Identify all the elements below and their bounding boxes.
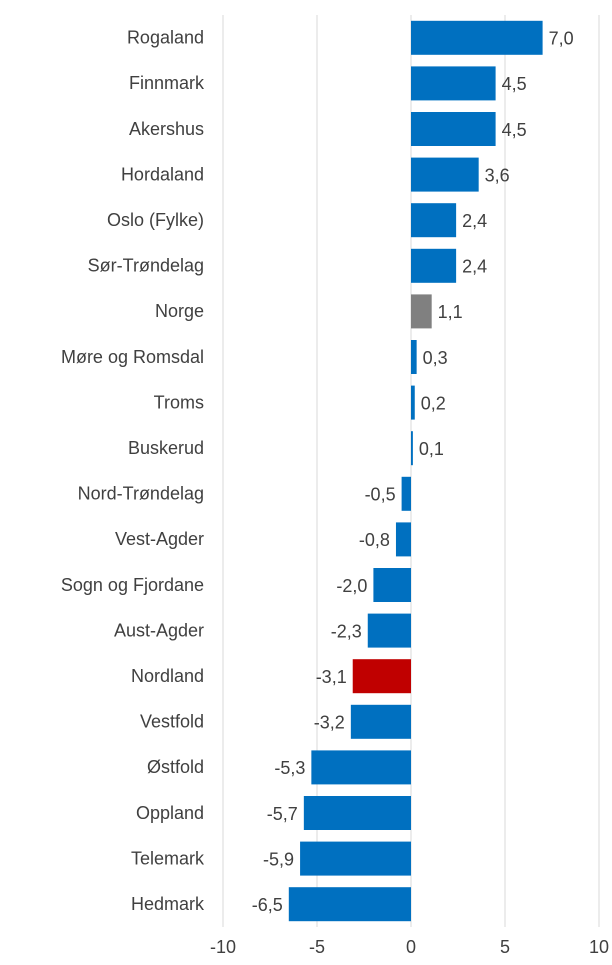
bar bbox=[367, 613, 411, 648]
y-tick-label: Hedmark bbox=[131, 894, 205, 914]
x-tick-label: 0 bbox=[406, 937, 416, 957]
bar bbox=[288, 887, 411, 922]
data-label: -0,5 bbox=[365, 485, 396, 505]
bar bbox=[411, 340, 417, 374]
x-tick-label: 10 bbox=[589, 937, 609, 957]
bar bbox=[311, 750, 411, 785]
y-tick-label: Aust-Agder bbox=[114, 620, 204, 640]
data-label: 0,2 bbox=[421, 393, 446, 413]
bar bbox=[300, 841, 411, 876]
y-tick-label: Troms bbox=[154, 392, 204, 412]
y-tick-label: Norge bbox=[155, 301, 204, 321]
bar bbox=[303, 796, 411, 830]
y-tick-label: Nord-Trøndelag bbox=[78, 484, 204, 504]
bar bbox=[411, 248, 457, 283]
data-label: -2,0 bbox=[336, 576, 367, 596]
data-label: -6,5 bbox=[252, 895, 283, 915]
bar bbox=[373, 568, 411, 602]
y-tick-label: Buskerud bbox=[128, 438, 204, 458]
y-tick-label: Hordaland bbox=[121, 164, 204, 184]
data-label: 4,5 bbox=[502, 120, 527, 140]
data-label: 4,5 bbox=[502, 74, 527, 94]
x-tick-label: 5 bbox=[500, 937, 510, 957]
y-tick-label: Vest-Agder bbox=[115, 529, 204, 549]
data-label: 2,4 bbox=[462, 257, 487, 277]
data-label: -5,9 bbox=[263, 849, 294, 869]
data-label: 2,4 bbox=[462, 211, 487, 231]
y-tick-label: Nordland bbox=[131, 666, 204, 686]
bar bbox=[411, 385, 415, 420]
y-tick-label: Finnmark bbox=[129, 73, 205, 93]
data-label: 7,0 bbox=[549, 29, 574, 49]
data-label: 0,1 bbox=[419, 439, 444, 459]
data-label: -5,3 bbox=[274, 758, 305, 778]
bar bbox=[411, 112, 496, 146]
y-tick-label: Sør-Trøndelag bbox=[88, 256, 204, 276]
y-tick-label: Sogn og Fjordane bbox=[61, 575, 204, 595]
y-tick-label: Telemark bbox=[131, 848, 205, 868]
data-label: -3,1 bbox=[316, 667, 347, 687]
bar bbox=[352, 659, 411, 694]
data-label: 3,6 bbox=[485, 165, 510, 185]
data-label: -5,7 bbox=[267, 804, 298, 824]
data-label: -3,2 bbox=[314, 713, 345, 733]
bar bbox=[411, 203, 457, 238]
bar bbox=[411, 294, 432, 329]
x-tick-label: -10 bbox=[210, 937, 236, 957]
bar bbox=[395, 522, 411, 557]
y-tick-label: Oslo (Fylke) bbox=[107, 210, 204, 230]
x-tick-label: -5 bbox=[309, 937, 325, 957]
bar bbox=[411, 157, 479, 192]
y-tick-label: Oppland bbox=[136, 803, 204, 823]
bar bbox=[401, 476, 411, 511]
bar bbox=[350, 704, 411, 739]
y-tick-label: Møre og Romsdal bbox=[61, 347, 204, 367]
y-tick-label: Vestfold bbox=[140, 712, 204, 732]
data-label: 1,1 bbox=[438, 302, 463, 322]
bar bbox=[411, 20, 543, 55]
data-label: -2,3 bbox=[331, 621, 362, 641]
data-label: 0,3 bbox=[423, 348, 448, 368]
y-tick-label: Rogaland bbox=[127, 28, 204, 48]
bar bbox=[411, 66, 496, 101]
data-label: -0,8 bbox=[359, 530, 390, 550]
y-tick-label: Akershus bbox=[129, 119, 204, 139]
y-tick-label: Østfold bbox=[147, 757, 204, 777]
bar bbox=[411, 431, 413, 466]
